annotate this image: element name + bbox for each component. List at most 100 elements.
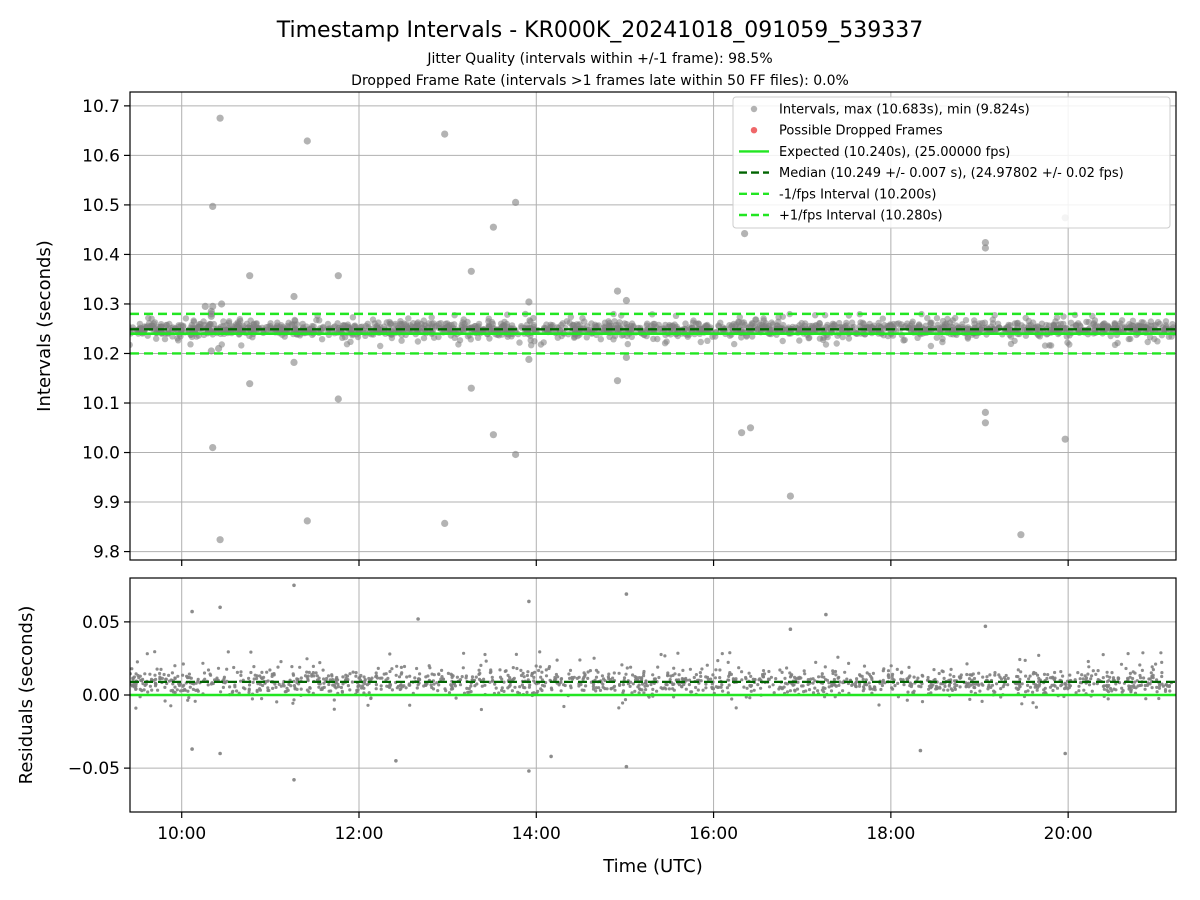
y-tick-label: −0.05 bbox=[68, 759, 120, 779]
data-point bbox=[455, 341, 462, 348]
data-point bbox=[115, 328, 121, 334]
data-point bbox=[344, 321, 352, 328]
data-point bbox=[235, 689, 239, 693]
data-point bbox=[435, 333, 442, 341]
data-point bbox=[163, 685, 167, 690]
data-point bbox=[633, 675, 637, 679]
data-point bbox=[791, 683, 795, 687]
data-point bbox=[399, 687, 403, 691]
data-point bbox=[718, 676, 722, 680]
data-point bbox=[631, 682, 635, 686]
data-point bbox=[511, 677, 515, 681]
data-point bbox=[1067, 319, 1075, 326]
data-point bbox=[388, 683, 393, 687]
data-point bbox=[562, 704, 566, 709]
data-point bbox=[432, 682, 436, 686]
data-point bbox=[994, 326, 1001, 333]
data-point bbox=[880, 683, 885, 688]
data-point bbox=[837, 675, 841, 680]
data-point bbox=[1160, 671, 1164, 675]
data-point bbox=[1141, 651, 1145, 655]
data-point bbox=[239, 679, 243, 683]
data-point bbox=[292, 698, 296, 702]
data-point-outlier bbox=[525, 355, 533, 363]
data-point bbox=[601, 319, 609, 326]
data-point bbox=[939, 682, 943, 686]
data-point bbox=[130, 667, 134, 671]
data-point bbox=[813, 679, 817, 683]
data-point bbox=[111, 330, 117, 336]
data-point bbox=[769, 675, 774, 679]
data-point bbox=[862, 664, 867, 668]
data-point bbox=[260, 670, 264, 675]
data-point bbox=[348, 688, 352, 692]
data-point bbox=[556, 675, 560, 679]
data-point bbox=[230, 690, 234, 695]
data-point bbox=[359, 673, 363, 678]
data-point bbox=[568, 668, 573, 673]
data-point bbox=[795, 687, 800, 691]
data-point-outlier bbox=[292, 583, 296, 588]
data-point bbox=[361, 684, 365, 688]
data-point bbox=[934, 687, 938, 691]
data-point bbox=[865, 683, 869, 687]
data-point bbox=[879, 687, 883, 692]
data-point bbox=[344, 673, 348, 677]
data-point bbox=[669, 674, 673, 678]
y-tick-label: 10.4 bbox=[82, 245, 120, 265]
data-point bbox=[932, 668, 936, 672]
data-point bbox=[953, 687, 958, 692]
data-point bbox=[469, 684, 473, 688]
data-point bbox=[642, 671, 646, 676]
y-tick-label: 10.0 bbox=[82, 444, 120, 464]
data-point bbox=[428, 314, 435, 321]
data-point bbox=[837, 683, 841, 688]
data-point bbox=[332, 707, 336, 711]
data-point bbox=[740, 678, 744, 682]
data-point bbox=[305, 670, 309, 674]
data-point bbox=[435, 320, 442, 328]
data-point bbox=[125, 678, 128, 681]
data-point bbox=[621, 689, 626, 693]
data-point bbox=[992, 689, 996, 693]
data-point bbox=[936, 327, 944, 334]
data-point bbox=[672, 666, 676, 670]
data-point bbox=[588, 669, 593, 673]
data-point bbox=[631, 673, 635, 677]
data-point bbox=[694, 673, 699, 677]
data-point bbox=[251, 680, 255, 684]
data-point bbox=[341, 682, 345, 686]
data-point bbox=[771, 683, 775, 687]
data-point-outlier bbox=[613, 287, 622, 295]
data-point-outlier bbox=[334, 272, 342, 280]
data-point-outlier bbox=[527, 599, 531, 604]
data-point bbox=[133, 685, 137, 689]
data-point bbox=[374, 687, 378, 691]
data-point bbox=[711, 673, 715, 677]
data-point bbox=[946, 688, 950, 692]
data-point bbox=[329, 689, 333, 693]
data-point bbox=[785, 666, 789, 670]
data-point bbox=[924, 314, 931, 322]
data-point bbox=[295, 677, 299, 681]
x-tick-label: 16:00 bbox=[689, 824, 738, 844]
data-point bbox=[1016, 675, 1020, 679]
data-point bbox=[740, 319, 748, 326]
data-point bbox=[533, 670, 537, 674]
data-point bbox=[369, 696, 373, 700]
data-point bbox=[740, 670, 744, 674]
data-point bbox=[404, 686, 408, 690]
data-point bbox=[276, 665, 280, 669]
data-point bbox=[700, 667, 704, 671]
data-point bbox=[1074, 691, 1078, 695]
data-point bbox=[1157, 686, 1161, 690]
data-point bbox=[582, 671, 586, 675]
data-point bbox=[1028, 685, 1033, 689]
y-tick-label: 0.00 bbox=[82, 686, 120, 706]
data-point bbox=[439, 677, 443, 681]
data-point bbox=[422, 684, 426, 688]
data-point bbox=[307, 690, 311, 694]
data-point bbox=[869, 674, 873, 678]
data-point bbox=[659, 652, 663, 657]
